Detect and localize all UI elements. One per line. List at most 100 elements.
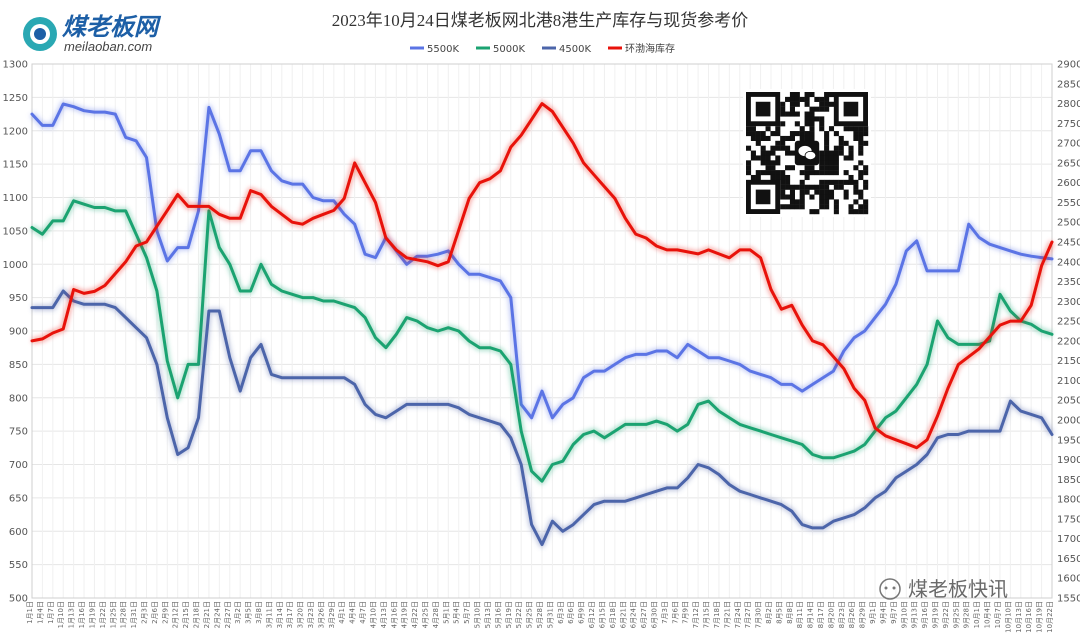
- qr-cell: [824, 150, 830, 156]
- qr-cell: [780, 174, 786, 181]
- qr-cell: [794, 184, 800, 190]
- qr-cell: [804, 170, 810, 176]
- qr-cell: [824, 194, 830, 200]
- qr-cell: [814, 209, 820, 215]
- x-tick-label: 4月19日: [401, 601, 409, 628]
- x-tick-label: 9月1日: [869, 601, 877, 624]
- qr-cell: [843, 140, 849, 146]
- x-tick-label: 5月13日: [484, 601, 492, 628]
- legend-label: 4500K: [559, 44, 591, 55]
- y-right-tick-label: 2250: [1057, 317, 1080, 328]
- x-tick-label: 1月31日: [130, 601, 138, 628]
- qr-cell: [819, 121, 825, 127]
- x-tick-label: 6月30日: [650, 601, 658, 628]
- x-tick-label: 7月30日: [755, 601, 763, 628]
- qr-cell: [746, 170, 752, 176]
- qr-cell: [780, 106, 786, 112]
- x-tick-label: 5月1日: [442, 601, 450, 624]
- qr-cell: [794, 131, 800, 137]
- qr-cell: [838, 150, 844, 156]
- qr-cell: [809, 209, 815, 215]
- x-tick-label: 2月27日: [224, 601, 232, 628]
- qr-cell: [848, 155, 854, 161]
- qr-cell: [804, 184, 810, 190]
- qr-cell: [824, 179, 830, 185]
- y-right-tick-label: 1900: [1057, 455, 1080, 466]
- qr-cell: [789, 101, 795, 107]
- qr-cell: [809, 165, 815, 171]
- qr-cell: [824, 189, 830, 195]
- qr-cell: [833, 160, 839, 166]
- y-axis-left: 500 550 600 650 700 750 800 850 900 950 1000 1050 11…: [3, 60, 28, 605]
- qr-cell: [799, 126, 805, 132]
- qr-cell: [750, 174, 756, 181]
- x-tick-label: 1月16日: [78, 601, 86, 628]
- qr-cell: [819, 155, 825, 161]
- x-tick-label: 3月14日: [276, 601, 284, 628]
- qr-cell: [853, 165, 859, 171]
- y-right-tick-label: 2050: [1057, 396, 1080, 407]
- qr-cell: [746, 165, 752, 171]
- qr-cell: [746, 126, 752, 132]
- qr-cell: [789, 96, 795, 102]
- qr-cell: [863, 204, 869, 210]
- x-tick-label: 3月8日: [255, 601, 263, 624]
- qr-cell: [809, 131, 815, 137]
- qr-cell: [824, 131, 830, 137]
- y-left-tick-label: 700: [9, 460, 28, 471]
- qr-cell: [785, 165, 791, 171]
- x-tick-label: 9月25日: [952, 601, 960, 628]
- x-tick-label: 2月24日: [213, 601, 221, 628]
- qr-cell: [780, 189, 786, 195]
- qr-cell: [819, 116, 825, 122]
- qr-cell: [828, 194, 835, 200]
- qr-cell: [858, 204, 864, 210]
- y-left-tick-label: 500: [9, 594, 28, 605]
- qr-cell: [760, 160, 766, 166]
- y-left-tick-label: 900: [9, 327, 28, 338]
- y-right-tick-label: 2450: [1057, 238, 1080, 249]
- qr-cell: [814, 116, 820, 122]
- x-tick-label: 7月12日: [692, 601, 700, 628]
- qr-cell: [819, 184, 825, 190]
- qr-cell: [785, 111, 791, 117]
- qr-cell: [853, 199, 859, 205]
- qr-cell: [775, 160, 781, 166]
- x-tick-label: 3月23日: [307, 601, 315, 628]
- qr-cell: [824, 204, 830, 210]
- series-line: [30, 199, 1054, 483]
- logo-text: 煤老板网: [62, 14, 162, 41]
- qr-cell: [789, 199, 795, 205]
- qr-cell: [853, 209, 859, 215]
- wechat-icon: [794, 140, 820, 166]
- qr-cell: [760, 145, 766, 151]
- series-line: [30, 102, 1054, 420]
- qr-cell: [843, 155, 849, 161]
- x-tick-label: 7月18日: [713, 601, 721, 628]
- qr-cell: [775, 126, 781, 132]
- qr-cell: [814, 189, 820, 195]
- x-tick-label: 9月10日: [900, 601, 908, 628]
- qr-cell: [755, 140, 761, 146]
- qr-cell: [858, 194, 864, 200]
- y-right-tick-label: 2800: [1057, 99, 1080, 110]
- qr-cell: [858, 174, 864, 181]
- x-tick-label: 5月10日: [474, 601, 482, 628]
- qr-cell: [780, 111, 786, 117]
- qr-cell: [853, 179, 859, 185]
- qr-cell: [789, 135, 795, 141]
- y-right-tick-label: 2150: [1057, 356, 1080, 367]
- qr-cell: [780, 101, 786, 107]
- qr-cell: [750, 135, 756, 141]
- series-line: [30, 289, 1054, 547]
- x-tick-label: 9月13日: [911, 601, 919, 628]
- qr-cell: [775, 131, 781, 137]
- qr-cell: [828, 101, 835, 107]
- x-tick-label: 3月26日: [317, 601, 325, 628]
- qr-cell: [770, 165, 776, 171]
- qr-cell: [858, 150, 864, 156]
- x-tick-label: 8月5日: [775, 601, 783, 624]
- y-right-tick-label: 1650: [1057, 554, 1080, 565]
- qr-cell: [799, 189, 805, 195]
